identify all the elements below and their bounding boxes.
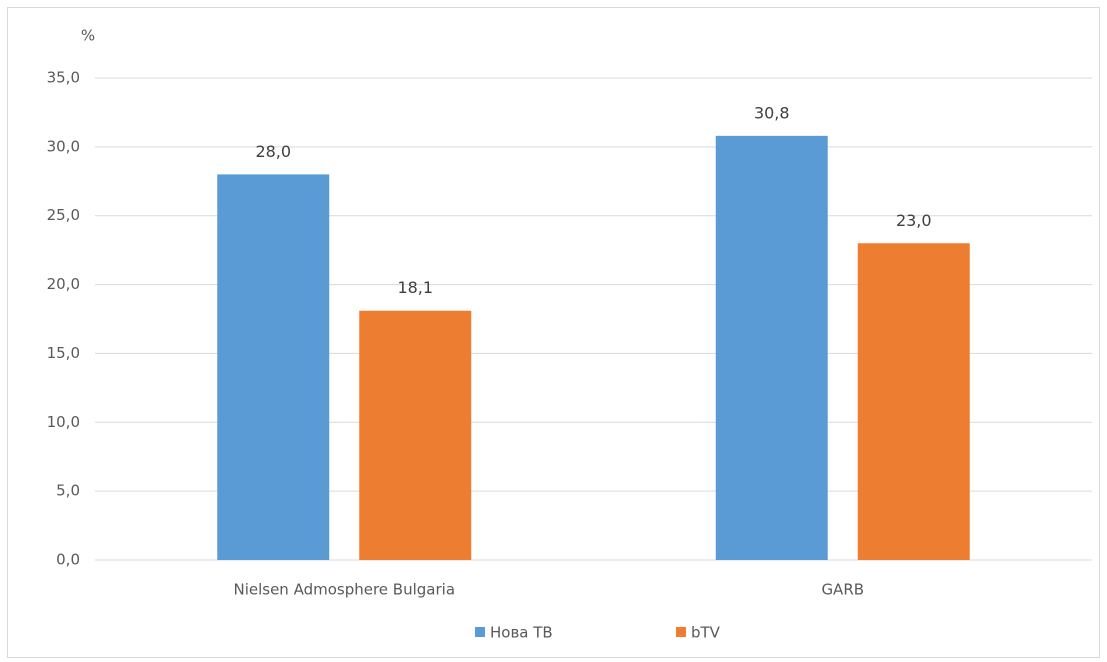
y-tick-label: 35,0 — [47, 69, 80, 87]
legend-label: Нова ТВ — [490, 624, 553, 642]
y-tick-label: 15,0 — [47, 344, 80, 362]
y-axis-label: % — [81, 27, 95, 45]
legend-label: bTV — [691, 624, 721, 642]
y-tick-label: 20,0 — [47, 275, 80, 293]
x-tick-label: Nielsen Admosphere Bulgaria — [233, 581, 455, 599]
y-tick-label: 30,0 — [47, 137, 80, 155]
legend-swatch — [475, 627, 485, 637]
bar — [217, 174, 330, 560]
bar — [715, 135, 828, 560]
data-label: 23,0 — [896, 211, 932, 230]
bar — [359, 310, 472, 560]
y-tick-label: 5,0 — [56, 482, 80, 500]
x-tick-label: GARB — [821, 581, 864, 599]
y-tick-label: 25,0 — [47, 206, 80, 224]
data-label: 28,0 — [255, 142, 291, 161]
bar — [857, 243, 970, 560]
y-tick-label: 0,0 — [56, 551, 80, 569]
legend-swatch — [676, 627, 686, 637]
data-label: 18,1 — [397, 278, 433, 297]
y-tick-label: 10,0 — [47, 413, 80, 431]
data-label: 30,8 — [754, 103, 790, 122]
